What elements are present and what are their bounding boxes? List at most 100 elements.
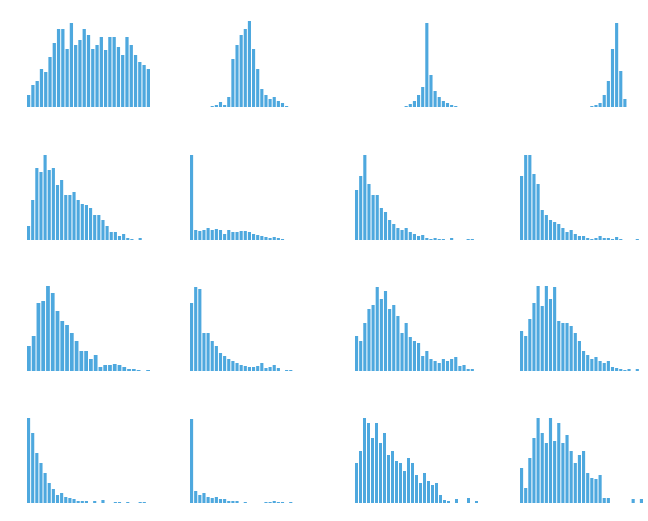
histogram-bar <box>74 341 79 371</box>
histogram-bar <box>27 226 31 240</box>
histogram-bar <box>586 355 590 371</box>
histogram-bar <box>27 418 31 503</box>
histogram-bar <box>423 473 426 503</box>
histogram-bar <box>31 336 36 371</box>
histogram-bar <box>359 451 362 503</box>
histogram-bar <box>51 168 55 240</box>
histogram-bar <box>528 458 532 503</box>
histogram-bar <box>639 499 643 503</box>
histogram-bar <box>417 343 421 371</box>
histogram-bar <box>227 97 231 107</box>
histogram-bar <box>388 220 392 240</box>
histogram-bar <box>39 172 43 240</box>
histogram-bar <box>113 502 117 503</box>
histogram-bar <box>598 103 602 107</box>
histogram-bar <box>573 463 577 503</box>
histogram-bar <box>116 47 121 107</box>
histogram-bar <box>239 35 243 107</box>
histogram-bar <box>399 463 402 503</box>
histogram-bar <box>235 501 239 503</box>
histogram-bar <box>260 363 264 371</box>
histogram-bar <box>27 346 31 371</box>
histogram-bar <box>117 236 122 240</box>
histogram-bar <box>475 501 478 503</box>
histogram-bar <box>142 502 146 503</box>
histogram-bar <box>425 351 429 371</box>
histogram-bar <box>146 69 150 107</box>
histogram-bar <box>396 316 400 371</box>
histogram-bar <box>285 106 289 107</box>
histogram-bar <box>404 323 408 371</box>
histogram-bar <box>627 369 631 371</box>
histogram-bar <box>355 336 359 371</box>
histogram-bar <box>235 232 239 240</box>
histogram-bar <box>573 333 577 371</box>
histogram-bar <box>91 49 95 107</box>
histogram-bar <box>421 87 425 107</box>
histogram-bar <box>47 483 51 503</box>
histogram-bar <box>606 361 610 371</box>
histogram-panel <box>27 155 142 240</box>
histogram-bar <box>227 501 231 503</box>
histogram-bar <box>392 305 396 371</box>
histogram-bar <box>371 305 375 371</box>
histogram-bar <box>55 495 60 503</box>
histogram-bar <box>429 75 433 107</box>
histogram-bar <box>131 369 136 371</box>
histogram-bar <box>108 37 112 107</box>
histogram-bar <box>89 208 93 240</box>
histogram-panel <box>27 23 150 107</box>
histogram-bar <box>276 101 280 107</box>
histogram-bar <box>268 502 272 503</box>
histogram-bar <box>231 59 235 107</box>
histogram-bar <box>35 168 39 240</box>
histogram-bar <box>367 184 371 240</box>
histogram-bar <box>419 483 422 503</box>
histogram-bar <box>239 231 243 240</box>
histogram-panel <box>404 23 458 107</box>
histogram-bar <box>590 359 594 371</box>
histogram-bar <box>619 369 623 371</box>
histogram-bar <box>276 238 280 240</box>
histogram-bar <box>198 289 202 371</box>
histogram-bar <box>289 502 293 503</box>
histogram-bar <box>437 239 441 240</box>
histogram-bar <box>41 301 46 371</box>
histogram-panel <box>190 287 293 371</box>
histogram-bar <box>93 355 98 371</box>
histogram-bar <box>355 190 359 240</box>
histogram-bar <box>78 40 82 107</box>
histogram-bar <box>89 359 93 371</box>
histogram-bar <box>565 323 569 371</box>
histogram-bar <box>548 220 553 240</box>
histogram-bar <box>400 333 404 371</box>
histogram-bar <box>455 499 458 503</box>
histogram-bar <box>227 359 231 371</box>
histogram-bar <box>93 501 97 503</box>
histogram-bar <box>247 367 251 371</box>
histogram-bar <box>417 95 421 107</box>
histogram-bar <box>103 365 108 371</box>
histogram-bar <box>561 323 565 371</box>
histogram-bar <box>223 105 227 107</box>
histogram-bar <box>458 366 462 371</box>
histogram-bar <box>387 455 390 503</box>
histogram-bar <box>553 441 557 503</box>
histogram-bar <box>264 502 268 503</box>
histogram-bar <box>602 95 606 107</box>
histogram-bar <box>122 234 126 240</box>
histogram-bar <box>260 89 264 107</box>
histogram-bar <box>371 438 374 503</box>
histogram-bar <box>243 231 247 240</box>
histogram-bar <box>55 185 60 240</box>
histogram-bar <box>256 235 260 240</box>
histogram-bar <box>55 311 60 371</box>
histogram-bar <box>105 226 109 240</box>
histogram-bar <box>467 498 470 503</box>
histogram-bar <box>256 366 260 371</box>
histogram-bar <box>363 323 367 371</box>
histogram-bar <box>82 29 86 107</box>
histogram-bar <box>565 232 569 240</box>
histogram-bar <box>113 232 117 240</box>
